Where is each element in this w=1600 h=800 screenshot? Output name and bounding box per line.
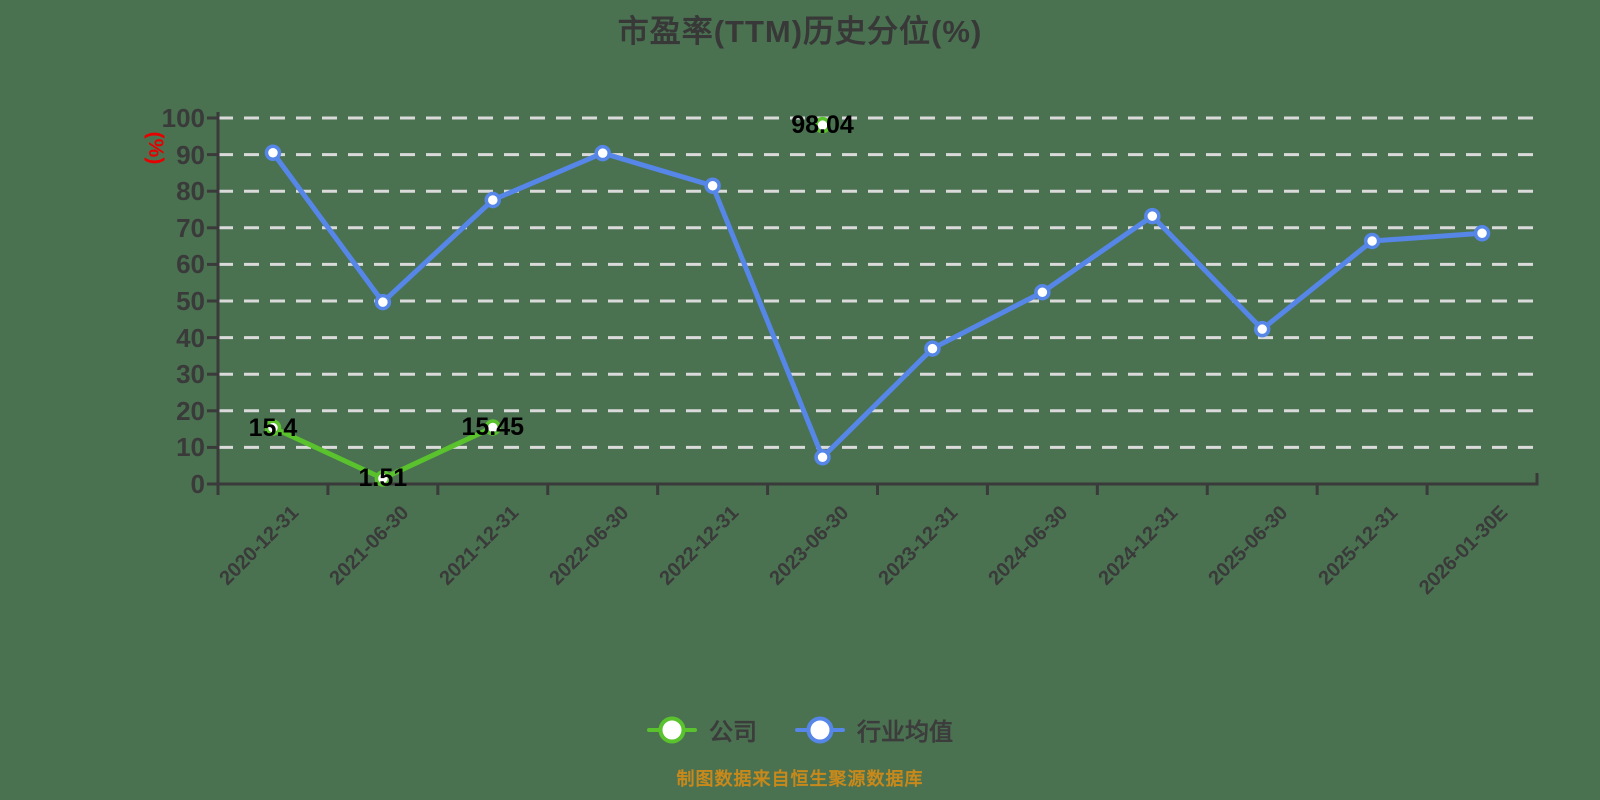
industry-data-point bbox=[1144, 207, 1161, 225]
company-value-label: 15.45 bbox=[461, 413, 525, 442]
industry-data-point bbox=[704, 177, 721, 194]
company-value-label: 98.04 bbox=[791, 111, 854, 140]
industry-legend-marker-icon bbox=[795, 715, 845, 745]
industry-series-line bbox=[270, 150, 1485, 460]
company-legend-label: 公司 bbox=[709, 719, 757, 746]
company-value-label: 15.4 bbox=[248, 413, 298, 442]
industry-data-point bbox=[594, 144, 611, 162]
company-data-point bbox=[814, 116, 831, 134]
y-axis-tick-label: 50 bbox=[176, 286, 205, 316]
data-source-note: 制图数据来自恒生聚源数据库 bbox=[676, 769, 924, 789]
y-axis-tick-label: 20 bbox=[176, 395, 205, 426]
y-axis-tick-label: 70 bbox=[176, 212, 205, 243]
company-data-point bbox=[374, 470, 392, 487]
y-axis-tick-label: 30 bbox=[176, 359, 205, 390]
y-axis-tick-label: 80 bbox=[176, 176, 205, 207]
company-data-point bbox=[264, 419, 282, 436]
industry-legend-label: 行业均值 bbox=[857, 719, 953, 746]
axis-line bbox=[216, 112, 1539, 486]
industry-legend-dot bbox=[806, 716, 834, 743]
chart-title: 市盈率(TTM)历史分位(%) bbox=[617, 14, 983, 49]
company-legend-marker-icon bbox=[647, 715, 697, 745]
industry-data-point bbox=[264, 144, 282, 162]
legend-item-company[interactable]: 公司 bbox=[647, 712, 757, 747]
legend-item-industry[interactable]: 行业均值 bbox=[795, 712, 953, 747]
industry-data-point bbox=[484, 191, 502, 209]
industry-data-point bbox=[1253, 320, 1271, 338]
company-value-label: 1.51 bbox=[358, 464, 408, 493]
industry-data-point bbox=[374, 293, 392, 311]
industry-data-point bbox=[814, 449, 831, 466]
y-axis-tick-label: 10 bbox=[176, 432, 205, 463]
y-axis-tick-label: 60 bbox=[176, 249, 205, 280]
company-data-point bbox=[484, 419, 502, 436]
industry-data-point bbox=[1473, 225, 1491, 242]
industry-data-point bbox=[1363, 232, 1381, 250]
y-axis-tick-label: 100 bbox=[161, 103, 205, 133]
industry-data-point bbox=[924, 340, 941, 357]
y-axis-tick-label: 0 bbox=[190, 469, 205, 499]
y-axis-tick-label: 90 bbox=[176, 139, 205, 170]
legend: 公司 行业均值 bbox=[0, 712, 1600, 747]
company-legend-dot bbox=[658, 716, 686, 743]
industry-data-point bbox=[1034, 283, 1051, 301]
y-axis-tick-label: 40 bbox=[176, 322, 205, 353]
